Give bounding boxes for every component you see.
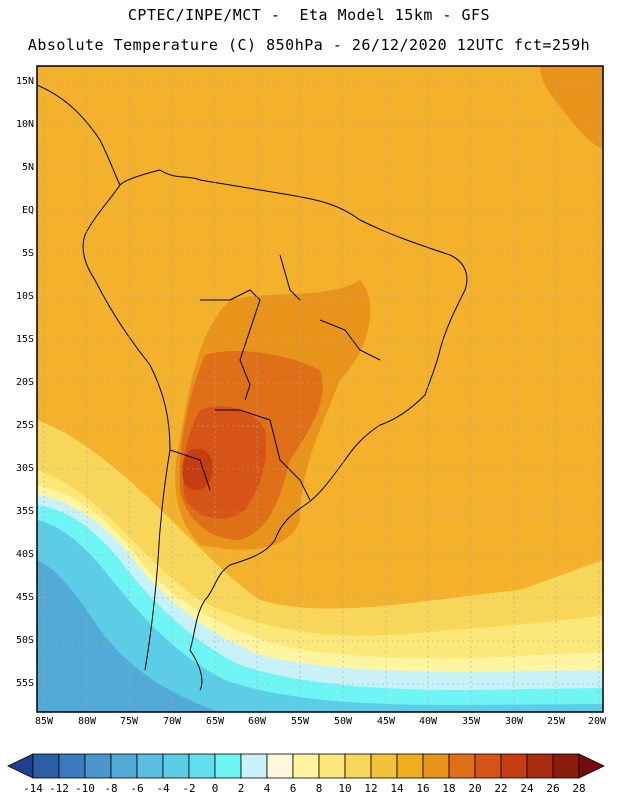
colorbar-segment — [448, 753, 476, 779]
colorbar-segment — [318, 753, 346, 779]
lon-label: 70W — [162, 716, 182, 727]
colorbar-segment — [266, 753, 294, 779]
lat-label: 5S — [21, 248, 34, 259]
lon-label: 40W — [418, 716, 438, 727]
lat-label: 40S — [15, 549, 34, 560]
lon-label: 80W — [77, 716, 97, 727]
colorbar-segment — [240, 753, 268, 779]
field-band-22 — [183, 406, 267, 519]
lon-label: 85W — [34, 716, 54, 727]
colorbar-label: 28 — [572, 782, 586, 795]
colorbar-label: 6 — [289, 782, 297, 795]
lat-label: 5N — [21, 162, 34, 173]
colorbar-label: 24 — [520, 782, 534, 795]
lat-label: 15S — [15, 334, 34, 345]
lon-label: 35W — [461, 716, 481, 727]
colorbar-label: 12 — [364, 782, 378, 795]
colorbar-segment — [422, 753, 450, 779]
colorbar-segment — [526, 753, 554, 779]
field-band-0 — [37, 520, 603, 712]
colorbar-segment — [292, 753, 320, 779]
lat-label: 25S — [15, 420, 34, 431]
colorbar-label: 16 — [416, 782, 430, 795]
lat-label: 10S — [15, 291, 34, 302]
colorbar-label: -6 — [130, 782, 144, 795]
colorbar-segment — [474, 753, 502, 779]
lat-label: 55S — [15, 678, 34, 689]
lon-label: 60W — [247, 716, 267, 727]
colorbar-label: 22 — [494, 782, 508, 795]
colorbar-segment — [188, 753, 216, 779]
colorbar-segment — [32, 753, 60, 779]
lon-label: 25W — [546, 716, 566, 727]
colorbar-label: -2 — [182, 782, 196, 795]
colorbar — [7, 753, 605, 779]
colorbar-label: -12 — [49, 782, 69, 795]
colorbar-label: 0 — [211, 782, 219, 795]
lon-label: 20W — [587, 716, 607, 727]
lat-label: 50S — [15, 635, 34, 646]
colorbar-segment — [500, 753, 528, 779]
lat-label: 45S — [15, 592, 34, 603]
colorbar-label: 26 — [546, 782, 560, 795]
colorbar-segment — [136, 753, 164, 779]
colorbar-label: -14 — [23, 782, 43, 795]
lon-label: 65W — [205, 716, 225, 727]
colorbar-arrow-right — [578, 753, 605, 779]
colorbar-label: 8 — [315, 782, 323, 795]
lon-label: 50W — [333, 716, 353, 727]
colorbar-label: -4 — [156, 782, 170, 795]
colorbar-segment — [214, 753, 242, 779]
lon-label: 45W — [376, 716, 396, 727]
lon-label: 75W — [119, 716, 139, 727]
lat-label: 30S — [15, 463, 34, 474]
colorbar-segment — [162, 753, 190, 779]
lat-label: 35S — [15, 506, 34, 517]
colorbar-segment — [58, 753, 86, 779]
lat-label: 10N — [15, 119, 34, 130]
colorbar-label: 14 — [390, 782, 404, 795]
colorbar-segment — [110, 753, 138, 779]
colorbar-label: -8 — [104, 782, 118, 795]
map-frame — [36, 65, 604, 713]
lon-label: 30W — [504, 716, 524, 727]
colorbar-label: -10 — [75, 782, 95, 795]
colorbar-segment — [344, 753, 372, 779]
colorbar-label: 18 — [442, 782, 456, 795]
grid — [37, 66, 603, 712]
chart-title-line2: Absolute Temperature (C) 850hPa - 26/12/… — [27, 36, 591, 54]
field-band-m4 — [37, 560, 220, 712]
lat-label: EQ — [21, 205, 34, 216]
chart-title-line1: CPTEC/INPE/MCT - Eta Model 15km - GFS — [127, 6, 491, 24]
field-band-24 — [182, 448, 213, 491]
colorbar-label: 2 — [237, 782, 245, 795]
temperature-field — [37, 66, 603, 712]
colorbar-arrow-left — [7, 753, 34, 779]
colorbar-segment — [552, 753, 580, 779]
lat-label: 20S — [15, 377, 34, 388]
colorbar-label: 20 — [468, 782, 482, 795]
colorbar-segment — [396, 753, 424, 779]
lon-label: 55W — [290, 716, 310, 727]
colorbar-label: 4 — [263, 782, 271, 795]
lat-label: 15N — [15, 76, 34, 87]
colorbar-label: 10 — [338, 782, 352, 795]
colorbar-segment — [370, 753, 398, 779]
colorbar-segment — [84, 753, 112, 779]
